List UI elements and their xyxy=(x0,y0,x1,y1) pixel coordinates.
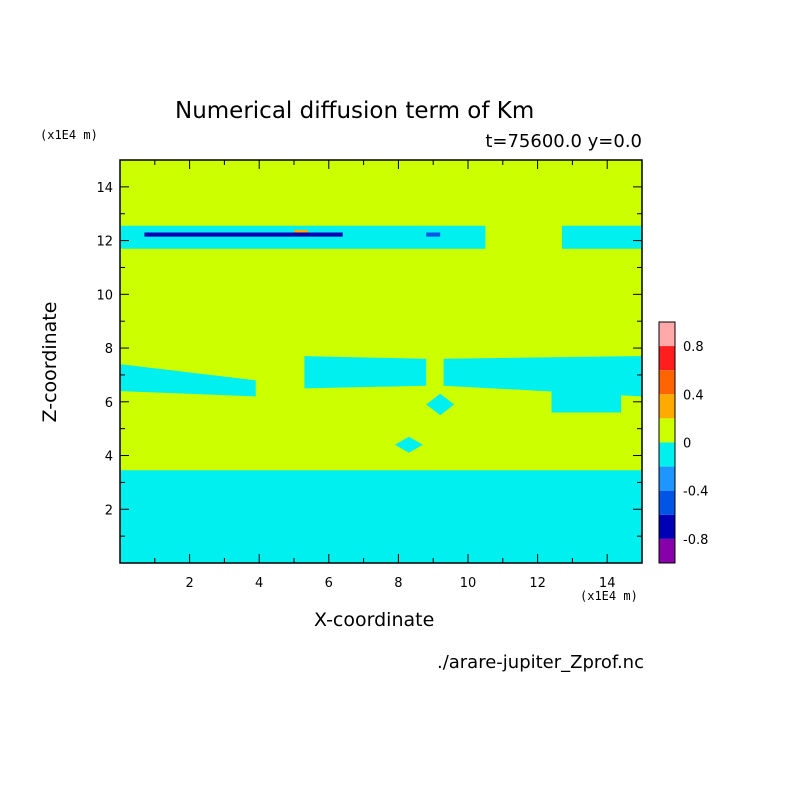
contour-region xyxy=(120,364,256,397)
colorbar-band xyxy=(659,514,675,539)
contour-region xyxy=(294,229,308,233)
colorbar-tick-label: -0.4 xyxy=(683,485,708,500)
y-tick-label: 14 xyxy=(96,181,113,196)
contour-region xyxy=(443,356,642,397)
x-axis-label: X-coordinate xyxy=(314,609,435,631)
chart-subtitle: t=75600.0 y=0.0 xyxy=(485,131,642,152)
contour-region xyxy=(304,356,427,389)
colorbar-band xyxy=(659,322,675,347)
y-tick-label: 12 xyxy=(96,235,113,250)
colorbar-tick-label: 0 xyxy=(683,437,691,452)
y-tick-label: 8 xyxy=(105,342,113,357)
y-tick-label: 4 xyxy=(105,450,113,465)
chart-title: Numerical diffusion term of Km xyxy=(175,98,535,124)
y-unit-label: (x1E4 m) xyxy=(40,128,98,142)
x-tick-label: 10 xyxy=(460,576,477,591)
plot-frame xyxy=(119,159,643,564)
contour-region xyxy=(144,232,343,237)
contour-region xyxy=(551,391,622,413)
colorbar-band xyxy=(659,418,675,443)
contour-region xyxy=(394,436,423,453)
colorbar-band xyxy=(659,490,675,515)
colorbar-band xyxy=(659,370,675,395)
colorbar-band xyxy=(659,346,675,371)
contour-region xyxy=(120,225,486,249)
x-unit-label: (x1E4 m) xyxy=(580,589,638,603)
contour-region xyxy=(120,470,642,563)
colorbar-band xyxy=(659,394,675,419)
colorbar-frame xyxy=(658,321,676,564)
colorbar-band xyxy=(659,538,675,563)
contour-region xyxy=(426,232,441,237)
x-tick-label: 12 xyxy=(529,576,546,591)
colorbar-tick-label: 0.8 xyxy=(683,340,704,355)
contour-region xyxy=(426,393,455,416)
x-tick-label: 14 xyxy=(599,576,616,591)
x-tick-label: 8 xyxy=(394,576,402,591)
y-tick-label: 2 xyxy=(105,503,113,518)
y-tick-label: 6 xyxy=(105,396,113,411)
contour-region xyxy=(562,225,642,249)
colorbar-tick-label: 0.4 xyxy=(683,388,704,403)
colorbar-band xyxy=(659,466,675,491)
source-file-label: ./arare-jupiter_Zprof.nc xyxy=(436,652,644,673)
colorbar-band xyxy=(659,442,675,467)
y-axis-label: Z-coordinate xyxy=(39,301,61,423)
x-tick-label: 4 xyxy=(255,576,263,591)
y-tick-label: 10 xyxy=(96,288,113,303)
colorbar-tick-label: -0.8 xyxy=(683,533,708,548)
x-tick-label: 6 xyxy=(325,576,333,591)
x-tick-label: 2 xyxy=(185,576,193,591)
